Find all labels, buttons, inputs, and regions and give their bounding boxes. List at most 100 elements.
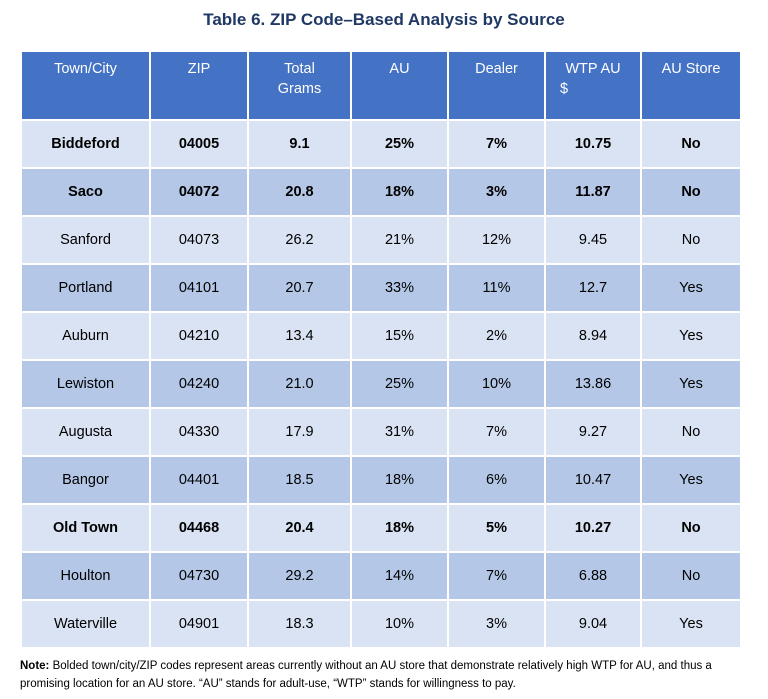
cell-town-city: Sanford [20,215,151,265]
cell-wtp-au: 12.7 [544,263,642,313]
cell-zip: 04401 [149,455,249,505]
cell-au: 18% [350,503,449,553]
cell-au-store: No [640,407,742,457]
cell-town-city: Biddeford [20,119,151,169]
cell-zip: 04101 [149,263,249,313]
cell-dealer: 7% [447,119,546,169]
cell-au-store: Yes [640,311,742,361]
table-title: Table 6. ZIP Code–Based Analysis by Sour… [203,10,565,29]
header-town-city: Town/City [20,50,151,121]
cell-town-city: Bangor [20,455,151,505]
header-total-grams: Total Grams [247,50,352,121]
cell-wtp-au: 10.47 [544,455,642,505]
cell-au: 10% [350,599,449,649]
cell-au: 14% [350,551,449,601]
cell-total-grams: 20.8 [247,167,352,217]
cell-wtp-au: 10.75 [544,119,642,169]
cell-dealer: 7% [447,551,546,601]
header-au-store: AU Store [640,50,742,121]
cell-au-store: Yes [640,359,742,409]
cell-wtp-au: 11.87 [544,167,642,217]
cell-zip: 04468 [149,503,249,553]
table-body: Biddeford 04005 9.1 25% 7% 10.75 No Saco 04072 20… [20,119,742,649]
cell-dealer: 11% [447,263,546,313]
cell-wtp-au: 9.27 [544,407,642,457]
cell-town-city: Portland [20,263,151,313]
cell-au-store: Yes [640,599,742,649]
cell-total-grams: 26.2 [247,215,352,265]
table-row: Biddeford 04005 9.1 25% 7% 10.75 No [20,119,742,169]
cell-town-city: Houlton [20,551,151,601]
cell-au-store: No [640,503,742,553]
cell-town-city: Auburn [20,311,151,361]
table-row: Bangor 04401 18.5 18% 6% 10.47 Yes [20,455,742,505]
cell-total-grams: 18.3 [247,599,352,649]
cell-dealer: 6% [447,455,546,505]
cell-dealer: 10% [447,359,546,409]
cell-au-store: No [640,167,742,217]
cell-au-store: No [640,215,742,265]
table-row: Augusta 04330 17.9 31% 7% 9.27 No [20,407,742,457]
cell-dealer: 3% [447,167,546,217]
cell-au: 25% [350,359,449,409]
cell-wtp-au: 9.45 [544,215,642,265]
cell-zip: 04005 [149,119,249,169]
cell-total-grams: 17.9 [247,407,352,457]
header-au: AU [350,50,449,121]
table-row: Saco 04072 20.8 18% 3% 11.87 No [20,167,742,217]
cell-au: 31% [350,407,449,457]
cell-au-store: Yes [640,263,742,313]
cell-au: 25% [350,119,449,169]
header-dealer: Dealer [447,50,546,121]
cell-dealer: 7% [447,407,546,457]
cell-dealer: 2% [447,311,546,361]
cell-wtp-au: 6.88 [544,551,642,601]
header-row: Town/City ZIP Total Grams AU Dealer WTP A… [20,50,742,121]
cell-zip: 04901 [149,599,249,649]
cell-town-city: Old Town [20,503,151,553]
table-row: Auburn 04210 13.4 15% 2% 8.94 Yes [20,311,742,361]
note-text: Bolded town/city/ZIP codes represent are… [20,660,712,690]
table-row: Old Town 04468 20.4 18% 5% 10.27 No [20,503,742,553]
cell-town-city: Augusta [20,407,151,457]
cell-au: 18% [350,455,449,505]
table-row: Sanford 04073 26.2 21% 12% 9.45 No [20,215,742,265]
cell-town-city: Saco [20,167,151,217]
cell-au-store: No [640,551,742,601]
cell-total-grams: 20.7 [247,263,352,313]
cell-zip: 04210 [149,311,249,361]
table-row: Lewiston 04240 21.0 25% 10% 13.86 Yes [20,359,742,409]
cell-town-city: Waterville [20,599,151,649]
table-row: Waterville 04901 18.3 10% 3% 9.04 Yes [20,599,742,649]
cell-dealer: 5% [447,503,546,553]
table-row: Portland 04101 20.7 33% 11% 12.7 Yes [20,263,742,313]
cell-zip: 04240 [149,359,249,409]
cell-au-store: No [640,119,742,169]
cell-wtp-au: 13.86 [544,359,642,409]
cell-au: 15% [350,311,449,361]
cell-wtp-au: 10.27 [544,503,642,553]
cell-au-store: Yes [640,455,742,505]
cell-wtp-au: 9.04 [544,599,642,649]
cell-town-city: Lewiston [20,359,151,409]
cell-total-grams: 13.4 [247,311,352,361]
cell-au: 18% [350,167,449,217]
cell-au: 21% [350,215,449,265]
zip-analysis-table: Town/City ZIP Total Grams AU Dealer WTP A… [20,50,742,649]
cell-zip: 04072 [149,167,249,217]
cell-total-grams: 9.1 [247,119,352,169]
cell-total-grams: 20.4 [247,503,352,553]
cell-total-grams: 21.0 [247,359,352,409]
table-note: Note: Bolded town/city/ZIP codes represe… [20,657,755,693]
note-label: Note: [20,660,50,672]
cell-total-grams: 29.2 [247,551,352,601]
cell-zip: 04073 [149,215,249,265]
cell-zip: 04330 [149,407,249,457]
cell-zip: 04730 [149,551,249,601]
table-row: Houlton 04730 29.2 14% 7% 6.88 No [20,551,742,601]
cell-total-grams: 18.5 [247,455,352,505]
header-wtp-au: WTP AU $ [544,50,642,121]
cell-wtp-au: 8.94 [544,311,642,361]
header-zip: ZIP [149,50,249,121]
cell-dealer: 12% [447,215,546,265]
